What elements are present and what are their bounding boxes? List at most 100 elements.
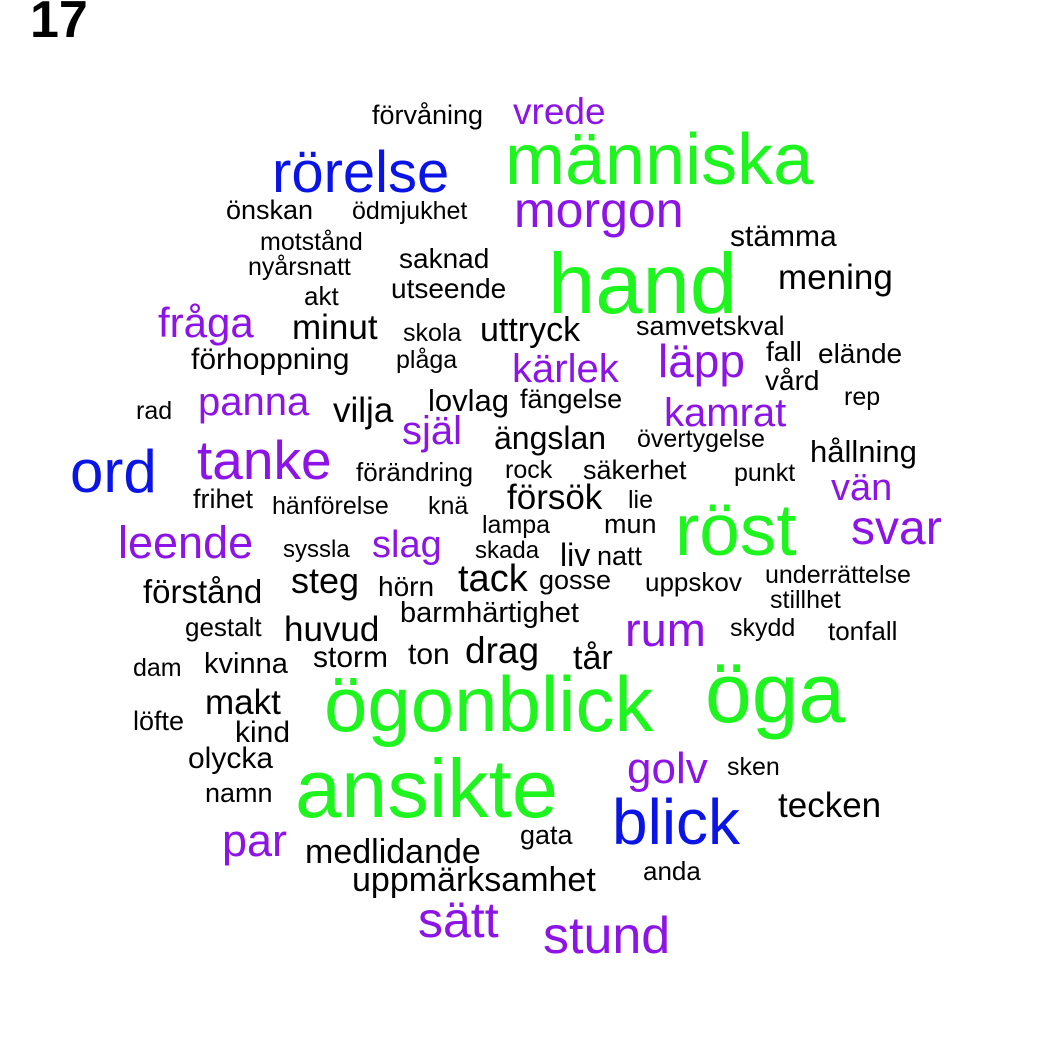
cloud-word: barmhärtighet xyxy=(400,597,579,629)
cloud-word: ord xyxy=(70,438,157,505)
cloud-word: stillhet xyxy=(770,586,841,614)
cloud-word: sken xyxy=(727,753,780,781)
cloud-word: gosse xyxy=(539,565,612,595)
cloud-word: stund xyxy=(543,907,671,965)
cloud-word: förändring xyxy=(356,457,474,487)
cloud-word: tecken xyxy=(778,786,882,825)
cloud-word: hållning xyxy=(810,434,917,469)
cloud-word: övertygelse xyxy=(637,425,765,453)
cloud-word: läpp xyxy=(658,335,745,387)
cloud-word: hand xyxy=(548,237,738,332)
cloud-word: blick xyxy=(612,786,741,858)
cloud-word: fråga xyxy=(158,299,254,346)
cloud-word: motstånd xyxy=(260,228,363,256)
cloud-word: rum xyxy=(625,603,706,656)
cloud-word: ton xyxy=(408,638,450,671)
cloud-word: underrättelse xyxy=(765,561,911,589)
cloud-word: skola xyxy=(403,319,462,347)
cloud-word: uppmärksamhet xyxy=(352,861,596,899)
cloud-word: lovlag xyxy=(428,383,509,418)
cloud-word: namn xyxy=(205,778,273,808)
cloud-word: huvud xyxy=(284,610,380,649)
cloud-word: rep xyxy=(844,383,881,411)
cloud-word: fängelse xyxy=(520,384,623,414)
cloud-word: önskan xyxy=(226,195,314,225)
cloud-word: skydd xyxy=(730,614,796,642)
cloud-word: förstånd xyxy=(143,573,263,610)
cloud-word: rock xyxy=(505,456,553,484)
cloud-word: uttryck xyxy=(480,311,581,349)
cloud-word: fall xyxy=(766,336,802,367)
cloud-word: panna xyxy=(198,380,310,424)
page-number: 17 xyxy=(30,0,88,49)
cloud-word: stämma xyxy=(730,220,837,253)
cloud-word: minut xyxy=(292,308,378,347)
cloud-word: vrede xyxy=(513,91,606,132)
cloud-word: samvetskval xyxy=(636,311,785,341)
cloud-word: ödmjukhet xyxy=(352,197,468,225)
cloud-word: drag xyxy=(465,630,540,671)
cloud-word: människa xyxy=(505,120,814,200)
cloud-word: medlidande xyxy=(305,833,481,871)
cloud-word: tanke xyxy=(197,429,332,491)
cloud-word: anda xyxy=(643,856,701,886)
cloud-word: kamrat xyxy=(664,391,787,435)
cloud-word: hörn xyxy=(378,571,435,602)
cloud-word: röst xyxy=(675,490,797,571)
cloud-word: tår xyxy=(573,639,613,677)
cloud-word: sätt xyxy=(418,892,499,948)
cloud-word: skada xyxy=(475,537,540,564)
cloud-word: natt xyxy=(597,541,643,571)
cloud-word: plåga xyxy=(396,346,458,374)
cloud-word: lie xyxy=(628,486,654,514)
cloud-word: säkerhet xyxy=(583,455,687,485)
cloud-word: punkt xyxy=(734,459,796,487)
cloud-word: makt xyxy=(205,683,281,722)
cloud-word: förvåning xyxy=(372,100,484,130)
cloud-word: akt xyxy=(304,281,339,311)
cloud-word: elände xyxy=(818,338,903,369)
cloud-word: kärlek xyxy=(512,347,619,391)
cloud-word: rad xyxy=(136,397,173,425)
cloud-word: hänförelse xyxy=(272,492,389,520)
cloud-word: utseende xyxy=(391,273,507,304)
cloud-word: öga xyxy=(705,646,846,740)
cloud-word: steg xyxy=(291,560,360,601)
cloud-word: ängslan xyxy=(494,420,607,456)
cloud-word: gata xyxy=(520,820,573,850)
cloud-word: knä xyxy=(428,492,469,520)
cloud-word: själ xyxy=(402,409,463,453)
cloud-word: tack xyxy=(458,558,528,600)
cloud-word: kvinna xyxy=(204,648,288,680)
cloud-word: vilja xyxy=(333,391,394,430)
cloud-word: rörelse xyxy=(272,140,450,205)
cloud-word: ansikte xyxy=(295,742,558,835)
cloud-word: golv xyxy=(627,744,708,793)
cloud-word: vård xyxy=(765,365,820,396)
cloud-word: mun xyxy=(604,509,657,539)
cloud-word: leende xyxy=(118,517,254,568)
cloud-word: uppskov xyxy=(645,567,742,597)
cloud-word: par xyxy=(222,815,288,866)
cloud-word: nyårsnatt xyxy=(248,253,351,281)
cloud-word: liv xyxy=(560,537,591,573)
cloud-word: vän xyxy=(831,467,893,509)
cloud-word: tonfall xyxy=(828,616,898,646)
cloud-word: kind xyxy=(235,716,291,749)
cloud-word: saknad xyxy=(399,243,490,274)
cloud-word: syssla xyxy=(283,536,350,563)
cloud-word: olycka xyxy=(188,742,274,775)
cloud-word: gestalt xyxy=(185,612,262,642)
cloud-word: morgon xyxy=(514,182,684,238)
cloud-word: försök xyxy=(507,478,603,517)
cloud-word: mening xyxy=(778,258,893,297)
cloud-word: storm xyxy=(313,641,388,674)
cloud-word: frihet xyxy=(193,484,254,514)
cloud-word: slag xyxy=(372,524,442,566)
cloud-word: svar xyxy=(851,502,942,555)
cloud-word: dam xyxy=(133,654,182,682)
cloud-word: ögonblick xyxy=(324,660,654,748)
cloud-word: förhoppning xyxy=(191,343,350,376)
cloud-word: lampa xyxy=(482,511,551,539)
